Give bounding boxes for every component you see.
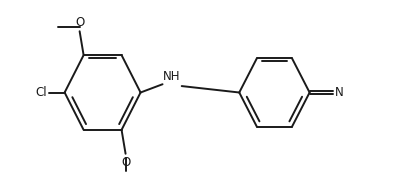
Text: N: N xyxy=(335,86,344,99)
Text: Cl: Cl xyxy=(35,86,47,99)
Text: NH: NH xyxy=(163,70,181,83)
Text: O: O xyxy=(121,156,130,169)
Text: O: O xyxy=(75,16,84,29)
